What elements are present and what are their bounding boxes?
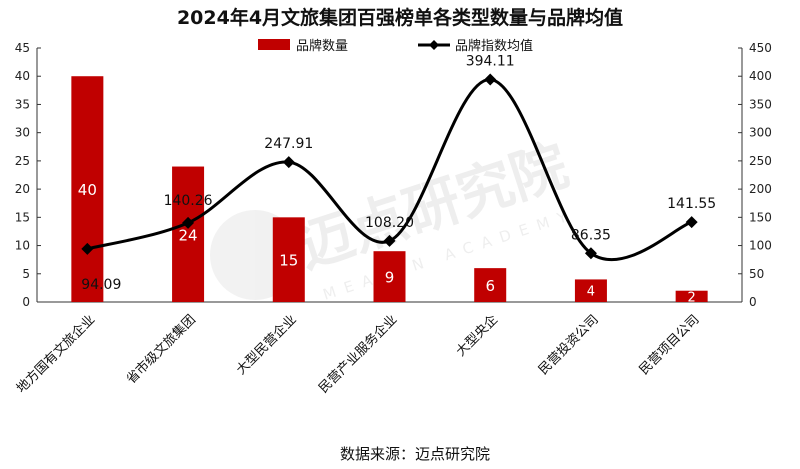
- y-right-tick-label: 350: [749, 97, 772, 111]
- x-tick-label: 民营产业服务企业: [315, 312, 400, 397]
- bar: [675, 290, 708, 302]
- y-left-tick-label: 0: [22, 295, 30, 309]
- y-right-tick-label: 300: [749, 126, 772, 140]
- y-left-tick-label: 15: [15, 210, 30, 224]
- x-tick-label: 省市级文旅集团: [123, 312, 199, 388]
- bar-value-label: 15: [279, 252, 298, 270]
- bar: [373, 251, 406, 302]
- y-left-tick-label: 40: [15, 69, 30, 83]
- y-right-tick-label: 0: [749, 295, 757, 309]
- bar: [574, 279, 607, 302]
- line-value-label: 140.26: [164, 193, 213, 209]
- line-marker-diamond: [182, 216, 195, 229]
- bar-value-label: 4: [587, 285, 595, 300]
- bar: [272, 217, 305, 302]
- line-value-label: 108.20: [365, 215, 414, 231]
- line-value-label: 247.91: [264, 136, 313, 152]
- y-right-tick-label: 200: [749, 182, 772, 196]
- bar-value-label: 24: [179, 226, 198, 244]
- y-left-tick-label: 10: [15, 239, 30, 253]
- bar-value-label: 40: [78, 181, 97, 199]
- bar: [71, 76, 104, 302]
- legend-swatch-bar: [258, 39, 290, 50]
- y-right-tick-label: 450: [749, 41, 772, 55]
- chart-title: 2024年4月文旅集团百强榜单各类型数量与品牌均值: [177, 6, 623, 29]
- y-right-tick-label: 50: [749, 267, 764, 281]
- y-right-tick-label: 150: [749, 210, 772, 224]
- bar: [172, 166, 205, 302]
- y-right-tick-label: 250: [749, 154, 772, 168]
- bar: [474, 268, 507, 302]
- line-value-label: 141.55: [667, 196, 716, 212]
- bar-value-label: 9: [385, 269, 395, 287]
- line-value-label: 394.11: [466, 54, 515, 70]
- y-left-tick-label: 30: [15, 126, 30, 140]
- y-right-tick-label: 400: [749, 69, 772, 83]
- line-marker-diamond: [685, 216, 698, 229]
- legend-label-bar: 品牌数量: [296, 38, 348, 54]
- y-left-tick-label: 35: [15, 97, 30, 111]
- y-left-tick-label: 25: [15, 154, 30, 168]
- bar-value-label: 2: [688, 290, 696, 305]
- line-value-label: 86.35: [571, 227, 611, 243]
- source-note: 数据来源：迈点研究院: [340, 445, 490, 463]
- line-value-label: 94.09: [81, 277, 121, 293]
- line-marker-diamond: [81, 242, 94, 255]
- x-tick-label: 大型民营企业: [233, 312, 299, 378]
- x-tick-label: 地方国有文旅企业: [13, 312, 98, 397]
- x-tick-label: 大型央企: [453, 312, 501, 360]
- legend: 品牌数量 品牌指数均值: [258, 38, 533, 54]
- line-marker-diamond: [383, 234, 396, 247]
- line-marker-diamond: [584, 247, 597, 260]
- line-marker-diamond: [484, 73, 497, 86]
- legend-marker-diamond: [429, 40, 439, 50]
- legend-label-line: 品牌指数均值: [455, 38, 533, 54]
- y-left-tick-label: 5: [22, 267, 30, 281]
- line-marker-diamond: [282, 156, 295, 169]
- bar-value-label: 6: [485, 277, 495, 295]
- y-right-tick-label: 100: [749, 239, 772, 253]
- y-left-tick-label: 45: [15, 41, 30, 55]
- y-left-tick-label: 20: [15, 182, 30, 196]
- x-tick-label: 民营项目公司: [637, 312, 703, 378]
- x-tick-label: 民营投资公司: [535, 312, 601, 378]
